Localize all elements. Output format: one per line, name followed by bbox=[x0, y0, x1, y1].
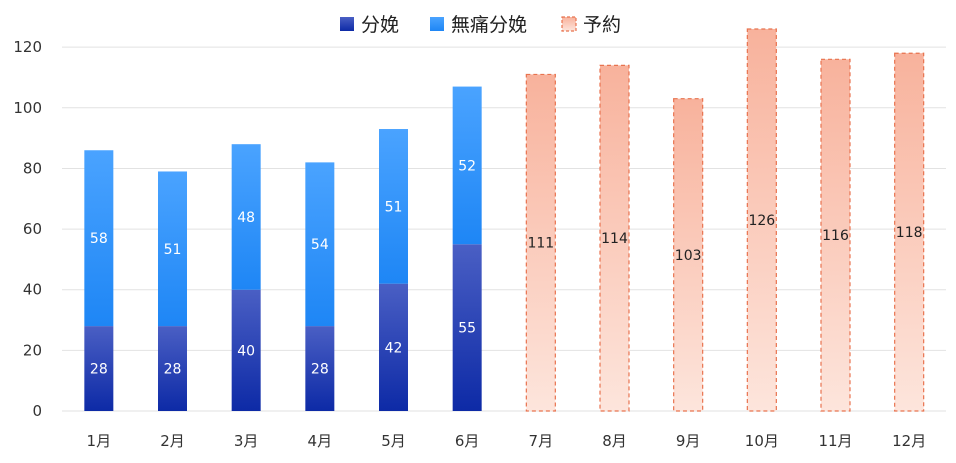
bar-series-2 bbox=[452, 86, 482, 245]
bar-value-label: 116 bbox=[822, 228, 849, 244]
x-tick-label: 3月 bbox=[234, 432, 259, 450]
bar-value-label: 118 bbox=[896, 225, 923, 241]
x-tick-label: 7月 bbox=[529, 432, 554, 450]
bar-series-3 bbox=[746, 28, 777, 412]
bar-value-label: 28 bbox=[311, 362, 329, 378]
bar-series-3 bbox=[820, 58, 851, 412]
bar-value-label: 55 bbox=[458, 321, 476, 337]
x-tick-label: 6月 bbox=[455, 432, 480, 450]
bar-value-label: 28 bbox=[90, 362, 108, 378]
bar-series-1 bbox=[84, 326, 114, 411]
bar-series-1 bbox=[158, 326, 187, 411]
bar-value-label: 111 bbox=[527, 236, 554, 252]
bar-value-label: 42 bbox=[385, 340, 403, 356]
bar-value-label: 126 bbox=[748, 213, 775, 229]
legend-label: 無痛分娩 bbox=[451, 14, 527, 36]
x-tick-label: 11月 bbox=[818, 432, 852, 450]
y-axis: 0 20 40 60 80 100 120 bbox=[13, 38, 42, 420]
y-tick-label: 80 bbox=[23, 159, 42, 177]
legend: 分娩 無痛分娩 予約 bbox=[340, 14, 621, 36]
bar-series-1 bbox=[379, 283, 408, 411]
bar-series-3 bbox=[673, 98, 704, 412]
bar-series-2 bbox=[231, 144, 261, 290]
bar-series-3 bbox=[894, 52, 925, 412]
x-tick-label: 8月 bbox=[602, 432, 627, 450]
legend-swatch bbox=[561, 16, 577, 32]
legend-swatch bbox=[430, 17, 444, 31]
y-tick-label: 20 bbox=[23, 341, 42, 359]
bar-value-label: 40 bbox=[237, 343, 255, 359]
y-tick-label: 40 bbox=[23, 281, 42, 299]
bar-value-label: 51 bbox=[164, 242, 182, 258]
bar-series-2 bbox=[84, 150, 114, 327]
bar-value-label: 51 bbox=[385, 199, 403, 215]
bar-series-1 bbox=[305, 326, 335, 411]
bar-value-label: 52 bbox=[458, 158, 476, 174]
x-tick-label: 1月 bbox=[87, 432, 112, 450]
x-tick-label: 2月 bbox=[160, 432, 185, 450]
legend-label: 予約 bbox=[583, 14, 621, 36]
x-tick-label: 9月 bbox=[676, 432, 701, 450]
bar-value-label: 54 bbox=[311, 237, 329, 253]
bar-series-1 bbox=[452, 244, 482, 411]
x-tick-label: 10月 bbox=[745, 432, 779, 450]
bar-series-3 bbox=[525, 73, 556, 412]
y-tick-label: 120 bbox=[13, 38, 42, 56]
bar-series-2 bbox=[305, 162, 335, 327]
legend-swatch bbox=[340, 17, 354, 31]
x-tick-label: 5月 bbox=[381, 432, 406, 450]
bar-series-3 bbox=[599, 64, 630, 412]
y-tick-label: 60 bbox=[23, 220, 42, 238]
bar-series-2 bbox=[158, 171, 187, 327]
bar-value-label: 28 bbox=[164, 362, 182, 378]
bars: 28 58 28 51 40 48 28 54 42 51 55 52 111 114 103 126 116 1… bbox=[84, 28, 925, 412]
y-tick-label: 0 bbox=[32, 402, 42, 420]
bar-value-label: 48 bbox=[237, 210, 255, 226]
x-tick-label: 4月 bbox=[308, 432, 333, 450]
bar-series-2 bbox=[379, 129, 408, 284]
grid bbox=[62, 46, 946, 412]
bar-value-label: 103 bbox=[675, 248, 702, 264]
y-tick-label: 100 bbox=[13, 99, 42, 117]
bar-value-label: 58 bbox=[90, 231, 108, 247]
x-tick-label: 12月 bbox=[892, 432, 926, 450]
bar-value-label: 114 bbox=[601, 231, 628, 247]
x-axis: 1月 2月 3月 4月 5月 6月 7月 8月 9月 10月 11月 12月 bbox=[87, 432, 927, 450]
legend-label: 分娩 bbox=[361, 14, 399, 36]
bar-series-1 bbox=[231, 289, 261, 411]
